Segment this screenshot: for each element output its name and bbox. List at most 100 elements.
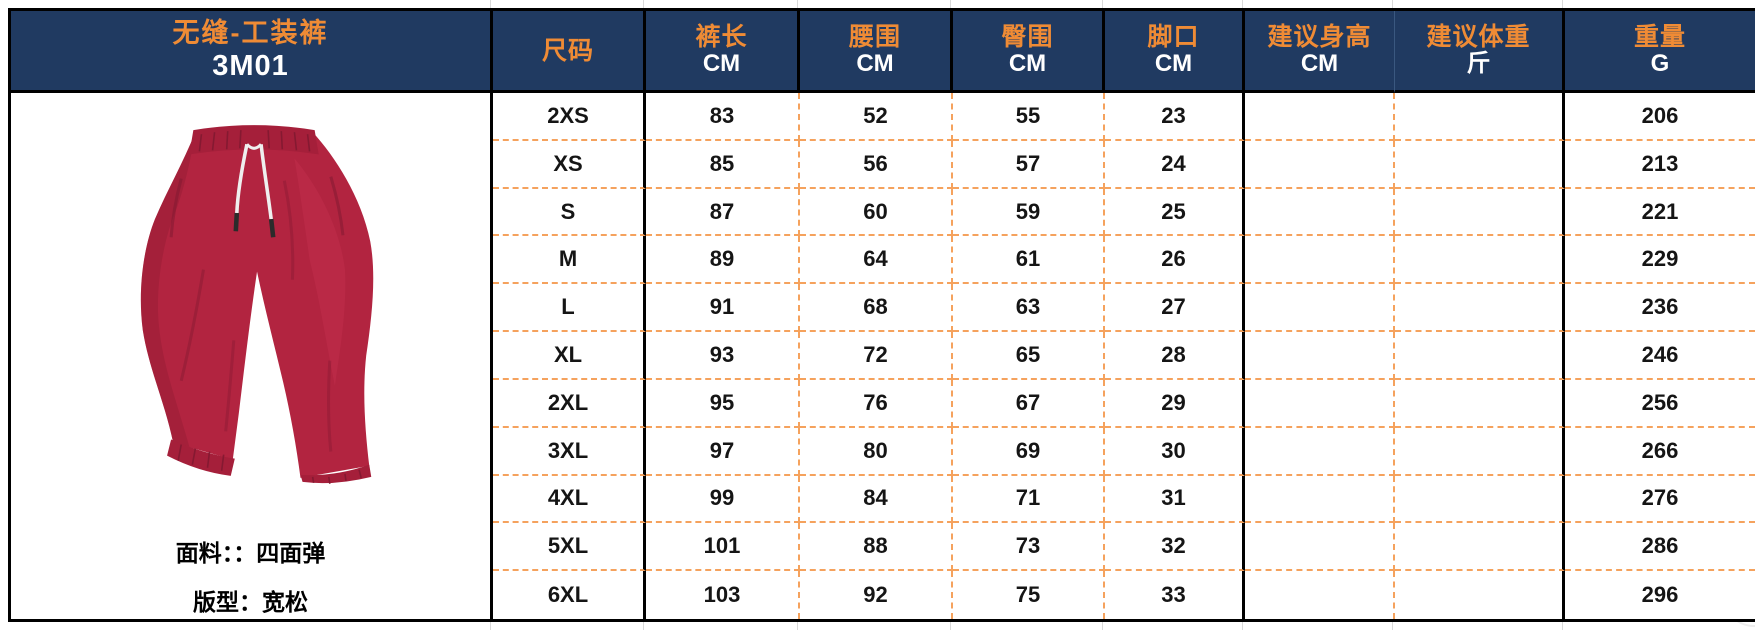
header-weight-label: 重量	[1633, 23, 1686, 52]
cell-length: 87	[646, 188, 800, 237]
cell-size: XS	[493, 140, 646, 189]
excel-gridline-stub	[950, 0, 951, 8]
cell-hip: 57	[953, 140, 1105, 189]
cell-size: 6XL	[493, 571, 646, 619]
cell-weight: 286	[1565, 523, 1755, 572]
cell-suggested-height	[1245, 140, 1395, 189]
header-suggested-weight-unit: 斤	[1466, 50, 1491, 78]
header-hip: 臀围 CM	[953, 11, 1105, 93]
cell-weight: 276	[1565, 476, 1755, 524]
header-hip-label: 臀围	[1001, 23, 1054, 52]
cell-size: 2XS	[493, 93, 646, 141]
cell-suggested-weight	[1395, 379, 1565, 428]
header-suggested-weight-label: 建议体重	[1426, 23, 1531, 52]
cell-waist: 56	[800, 140, 953, 189]
pants-body	[140, 127, 374, 478]
cell-size: 3XL	[493, 427, 646, 476]
pants-cuffs	[167, 439, 372, 485]
cell-hip: 71	[953, 475, 1105, 524]
cell-suggested-height	[1245, 332, 1395, 380]
excel-gridline-stub	[1392, 622, 1393, 630]
header-weight-unit: G	[1650, 50, 1670, 78]
cell-cuff: 23	[1105, 93, 1245, 141]
cell-suggested-weight	[1395, 571, 1565, 619]
header-size: 尺码	[493, 11, 646, 93]
cell-length: 103	[646, 571, 800, 619]
cell-waist: 60	[800, 188, 953, 237]
cell-cuff: 25	[1105, 188, 1245, 237]
cell-hip: 75	[953, 571, 1105, 619]
cell-cuff: 30	[1105, 427, 1245, 476]
excel-gridline-stub	[1242, 0, 1243, 8]
pants-drawstring	[233, 143, 276, 238]
fabric-label: 面料：：四面弹	[175, 540, 326, 566]
header-waist-label: 腰围	[848, 23, 901, 52]
header-length-unit: CM	[702, 50, 741, 78]
cell-suggested-height	[1245, 571, 1395, 619]
product-photo-red-jogger-pants	[140, 125, 374, 485]
excel-gridline-stub	[643, 0, 644, 8]
cell-length: 91	[646, 284, 800, 333]
header-suggested-weight: 建议体重 斤	[1395, 11, 1565, 93]
header-weight: 重量 G	[1565, 11, 1755, 93]
cell-suggested-weight	[1395, 188, 1565, 237]
cell-hip: 59	[953, 188, 1105, 237]
cell-weight: 229	[1565, 236, 1755, 285]
cell-suggested-weight	[1395, 140, 1565, 189]
cell-suggested-height	[1245, 379, 1395, 428]
cell-size: L	[493, 284, 646, 333]
cell-waist: 92	[800, 571, 953, 619]
excel-gridline-stub	[1562, 622, 1563, 630]
product-cell: 面料：：四面弹 版型：宽松	[11, 93, 493, 619]
cell-waist: 64	[800, 236, 953, 285]
cell-suggested-weight	[1395, 523, 1565, 572]
cell-suggested-height	[1245, 93, 1395, 141]
product-code: 3M01	[212, 50, 289, 83]
cell-waist: 84	[800, 475, 953, 524]
excel-gridline-stub	[490, 622, 491, 630]
cell-size: S	[493, 188, 646, 237]
product-title: 无缝-工装裤	[172, 18, 329, 49]
cell-hip: 65	[953, 332, 1105, 380]
cell-suggested-height	[1245, 427, 1395, 476]
cell-hip: 55	[953, 93, 1105, 141]
cell-cuff: 32	[1105, 523, 1245, 572]
size-chart-table: 无缝-工装裤 3M01 尺码 裤长 CM 腰围 CM 臀围 CM 脚口 CM 建…	[8, 8, 1755, 622]
cell-length: 83	[646, 93, 800, 141]
cell-length: 89	[646, 236, 800, 285]
cell-hip: 73	[953, 523, 1105, 572]
cell-cuff: 28	[1105, 332, 1245, 380]
header-cuff-label: 脚口	[1147, 23, 1200, 52]
cell-waist: 72	[800, 332, 953, 380]
cell-hip: 69	[953, 427, 1105, 476]
cell-suggested-height	[1245, 523, 1395, 572]
cell-cuff: 33	[1105, 571, 1245, 619]
header-cuff: 脚口 CM	[1105, 11, 1245, 93]
excel-gridline-stub	[1242, 622, 1243, 630]
cell-waist: 76	[800, 379, 953, 428]
cell-hip: 67	[953, 379, 1105, 428]
excel-gridline-stub	[797, 622, 798, 630]
cell-weight: 246	[1565, 332, 1755, 380]
cell-weight: 236	[1565, 284, 1755, 333]
header-hip-unit: CM	[1008, 50, 1047, 78]
cell-cuff: 31	[1105, 475, 1245, 524]
header-size-label: 尺码	[541, 36, 594, 65]
cell-size: M	[493, 236, 646, 285]
excel-gridline-stub	[490, 0, 491, 8]
cell-suggested-weight	[1395, 93, 1565, 141]
cell-cuff: 27	[1105, 284, 1245, 333]
cell-length: 101	[646, 523, 800, 572]
cell-size: 4XL	[493, 475, 646, 524]
cell-suggested-weight	[1395, 284, 1565, 333]
cell-suggested-weight	[1395, 427, 1565, 476]
cell-cuff: 26	[1105, 236, 1245, 285]
cell-cuff: 29	[1105, 379, 1245, 428]
pants-waistband	[189, 125, 319, 155]
cell-hip: 63	[953, 284, 1105, 333]
cell-size: 5XL	[493, 523, 646, 572]
cell-waist: 68	[800, 284, 953, 333]
excel-gridline-stub	[1102, 622, 1103, 630]
cell-suggested-height	[1245, 236, 1395, 285]
header-length-label: 裤长	[695, 23, 748, 52]
